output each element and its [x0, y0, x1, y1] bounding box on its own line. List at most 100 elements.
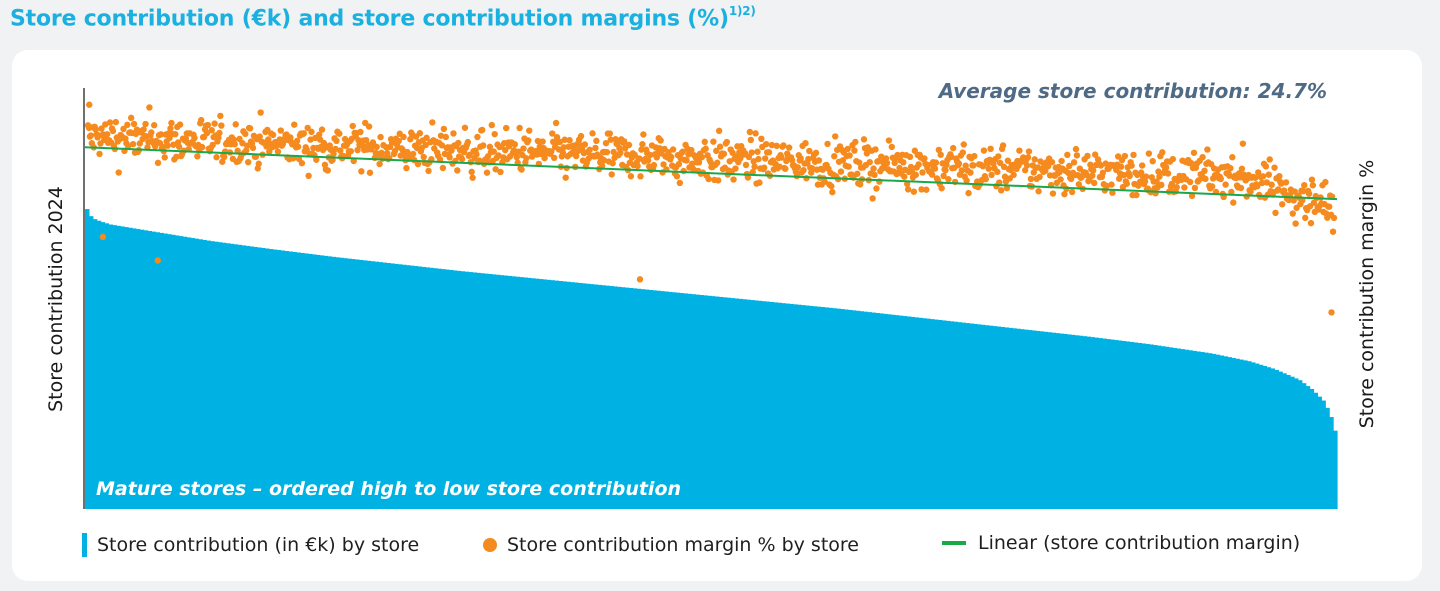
bar: [398, 264, 403, 509]
bar: [331, 256, 336, 509]
margin-dot: [357, 128, 364, 136]
bar: [499, 275, 505, 509]
margin-dot: [657, 137, 664, 144]
margin-dot: [1001, 173, 1009, 180]
margin-dot: [1120, 171, 1128, 179]
legend-label-bars: Store contribution (in €k) by store: [97, 534, 420, 556]
bar: [1200, 352, 1205, 509]
margin-dot: [422, 141, 429, 149]
margin-dot: [1073, 152, 1081, 159]
margin-dot: [716, 143, 724, 150]
margin-dot: [161, 154, 168, 161]
margin-dot: [710, 138, 717, 145]
margin-dot: [730, 176, 737, 183]
margin-dot: [1262, 163, 1270, 170]
bar: [1329, 417, 1334, 509]
margin-dot: [1042, 167, 1049, 175]
bar: [922, 318, 927, 509]
bar: [1160, 346, 1166, 509]
margin-dot: [623, 151, 631, 158]
bar: [664, 291, 669, 509]
bar: [1231, 357, 1236, 509]
bar: [1121, 341, 1127, 509]
bar: [257, 247, 262, 510]
margin-dot: [945, 176, 952, 183]
margin-dot: [400, 133, 407, 141]
margin-dot: [1109, 189, 1116, 196]
margin-dot: [365, 123, 373, 130]
margin-dot: [1222, 181, 1229, 188]
legend-label-trend: Linear (store contribution margin): [978, 532, 1301, 554]
margin-dot: [761, 155, 769, 162]
margin-dot: [602, 139, 610, 147]
margin-dot: [866, 158, 873, 166]
legend-swatch-dots: [483, 538, 497, 552]
margin-dot: [1230, 199, 1237, 206]
bar: [1012, 328, 1017, 509]
legend-swatch-trend: [942, 541, 966, 545]
margin-dot: [603, 148, 611, 156]
margin-dot: [341, 135, 349, 143]
margin-dot: [620, 138, 628, 145]
margin-dot: [925, 161, 932, 169]
margin-dot: [373, 143, 380, 151]
margin-dot: [102, 121, 109, 128]
bar: [687, 293, 693, 509]
bar: [120, 226, 125, 509]
bar: [1290, 376, 1295, 509]
margin-dot: [476, 157, 483, 164]
average-annotation: Average store contribution: 24.7%: [937, 79, 1327, 103]
margin-dot: [906, 153, 914, 160]
margin-dot: [1044, 163, 1052, 170]
margin-dot: [1217, 175, 1225, 183]
margin-dot: [520, 145, 527, 152]
margin-dot: [429, 119, 436, 126]
bar: [1184, 349, 1189, 509]
bar: [613, 286, 618, 509]
margin-dot: [217, 112, 224, 120]
bar: [1270, 368, 1275, 509]
margin-dot: [1310, 199, 1318, 206]
margin-dot: [754, 148, 761, 155]
margin-dot: [256, 133, 263, 140]
margin-dot: [490, 148, 497, 155]
bar: [1297, 380, 1303, 509]
margin-dot: [349, 122, 356, 130]
bar: [1004, 327, 1009, 509]
bar: [601, 285, 606, 509]
bar: [1262, 366, 1268, 509]
bar: [1008, 327, 1013, 509]
margin-dot: [1190, 149, 1198, 156]
margin-dot: [416, 130, 424, 137]
margin-dot: [1066, 162, 1073, 170]
margin-dot: [1309, 182, 1317, 189]
bar: [484, 273, 489, 509]
margin-dot: [1103, 182, 1110, 190]
margin-dot: [213, 154, 220, 161]
bar: [1305, 386, 1311, 509]
bar: [918, 317, 923, 509]
margin-dot: [164, 142, 171, 149]
bar: [1035, 330, 1041, 509]
bar: [973, 323, 978, 509]
bars-layer: [85, 209, 1338, 510]
bar: [644, 289, 649, 509]
bar: [906, 316, 912, 509]
margin-dot: [872, 146, 879, 153]
bar: [159, 232, 164, 509]
margin-dot: [940, 172, 947, 180]
bar: [781, 303, 786, 509]
margin-dot: [761, 164, 768, 171]
margin-dot: [378, 149, 385, 157]
margin-dot: [1065, 169, 1072, 177]
margin-dot: [1276, 172, 1283, 180]
bar: [233, 244, 239, 509]
margin-dot: [669, 146, 677, 153]
margin-dot: [921, 155, 928, 162]
bar: [128, 227, 133, 510]
margin-dot: [1268, 181, 1275, 188]
bar: [707, 295, 712, 509]
bar: [366, 260, 372, 509]
margin-dot: [550, 138, 557, 145]
chart-svg: Store contribution 2024 Store contributi…: [45, 79, 1378, 510]
